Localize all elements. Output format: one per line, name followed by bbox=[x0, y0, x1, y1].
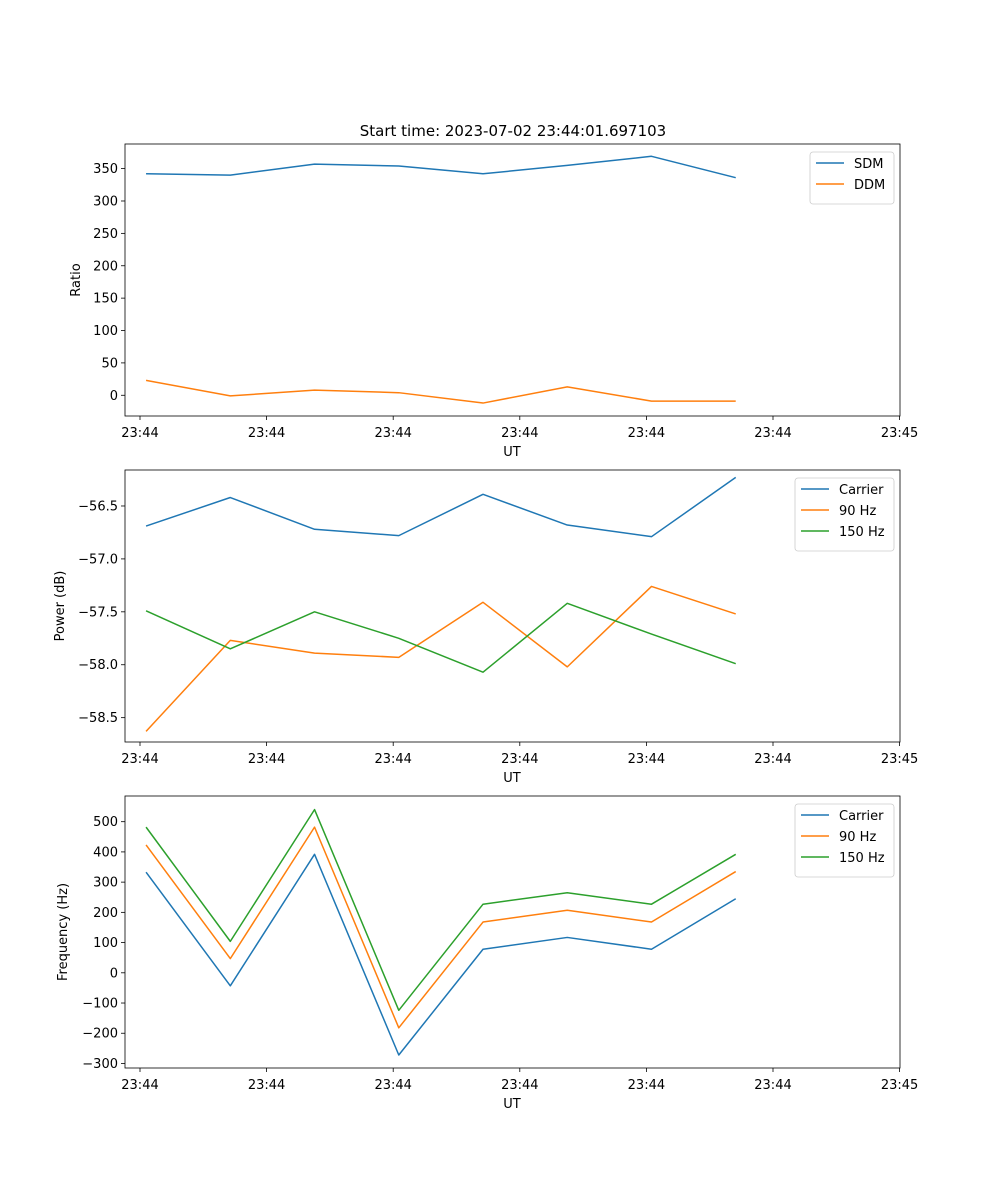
ratio-legend-box bbox=[809, 151, 895, 205]
frequency-series-line-1 bbox=[145, 826, 737, 1029]
panel-frequency: −300 −200 −100 0 100 200 300 400 500 23:44 23:44 23… bbox=[56, 795, 918, 1112]
power-y-tick-label: −58.0 bbox=[78, 658, 118, 673]
ratio-x-tick-label: 23:44 bbox=[628, 426, 665, 441]
frequency-y-tick-label: −300 bbox=[82, 1057, 118, 1072]
ratio-y-tick-label: 0 bbox=[110, 389, 118, 404]
power-y-axis-label: Power (dB) bbox=[53, 571, 68, 642]
ratio-legend: SDM DDM bbox=[809, 151, 895, 205]
ratio-series-line-1 bbox=[145, 379, 736, 404]
power-legend-label: 150 Hz bbox=[839, 525, 885, 540]
ratio-x-axis-label: UT bbox=[503, 445, 521, 460]
figure-title: Start time: 2023-07-02 23:44:01.697103 bbox=[360, 122, 666, 140]
ratio-y-axis-label: Ratio bbox=[69, 263, 84, 296]
ratio-y-tick-label: 100 bbox=[93, 324, 118, 339]
frequency-series-line-0 bbox=[145, 853, 737, 1056]
frequency-legend-label: 150 Hz bbox=[839, 851, 885, 866]
power-x-tick-label: 23:44 bbox=[121, 752, 158, 767]
panel-power: −58.5 −58.0 −57.5 −57.0 −56.5 23:44 23:44 23:44… bbox=[53, 469, 918, 786]
panel-ratio: 0 50 100 150 200 250 300 350 23:44 23:44 23:44 23:4… bbox=[69, 143, 918, 460]
frequency-x-tick-label: 23:44 bbox=[374, 1078, 411, 1093]
ratio-x-tick-label: 23:44 bbox=[754, 426, 791, 441]
frequency-legend: Carrier 90 Hz 150 Hz bbox=[794, 803, 895, 878]
ratio-x-tick-label: 23:44 bbox=[248, 426, 285, 441]
frequency-y-tick-label: 300 bbox=[93, 876, 118, 891]
frequency-y-tick-label: −200 bbox=[82, 1027, 118, 1042]
frequency-x-tick-label: 23:44 bbox=[628, 1078, 665, 1093]
power-y-tick-label: −57.0 bbox=[78, 552, 118, 567]
power-y-tick-label: −56.5 bbox=[78, 499, 118, 514]
frequency-y-tick-label: −100 bbox=[82, 997, 118, 1012]
frequency-x-tick-label: 23:44 bbox=[121, 1078, 158, 1093]
power-plot-content: −58.5 −58.0 −57.5 −57.0 −56.5 23:44 23:44 23:44… bbox=[78, 469, 918, 767]
ratio-legend-label: SDM bbox=[854, 157, 883, 172]
frequency-legend-label: 90 Hz bbox=[839, 830, 876, 845]
frequency-series-line-2 bbox=[145, 808, 737, 1012]
frequency-y-tick-label: 0 bbox=[110, 966, 118, 981]
ratio-x-tick-label: 23:44 bbox=[121, 426, 158, 441]
ratio-y-tick-label: 250 bbox=[93, 227, 118, 242]
power-x-axis-label: UT bbox=[503, 771, 521, 786]
frequency-y-tick-label: 500 bbox=[93, 815, 118, 830]
ratio-plot-content: 0 50 100 150 200 250 300 350 23:44 23:44 23:44 23:4… bbox=[93, 143, 918, 441]
power-legend-box bbox=[794, 477, 895, 552]
ratio-x-tick-label: 23:44 bbox=[374, 426, 411, 441]
frequency-legend-box bbox=[794, 803, 895, 878]
power-x-tick-label: 23:45 bbox=[881, 752, 918, 767]
power-y-tick-label: −57.5 bbox=[78, 605, 118, 620]
power-legend-label: Carrier bbox=[839, 483, 884, 498]
frequency-x-tick-label: 23:44 bbox=[501, 1078, 538, 1093]
ratio-y-tick-label: 50 bbox=[101, 356, 118, 371]
ratio-y-tick-label: 200 bbox=[93, 259, 118, 274]
frequency-y-tick-label: 200 bbox=[93, 906, 118, 921]
frequency-legend-label: Carrier bbox=[839, 809, 884, 824]
power-x-tick-label: 23:44 bbox=[501, 752, 538, 767]
ratio-legend-label: DDM bbox=[854, 178, 885, 193]
power-y-tick-label: −58.5 bbox=[78, 711, 118, 726]
power-x-tick-label: 23:44 bbox=[628, 752, 665, 767]
frequency-axes-frame bbox=[124, 795, 901, 1069]
power-x-tick-label: 23:44 bbox=[754, 752, 791, 767]
power-axes-frame bbox=[124, 469, 901, 743]
frequency-x-tick-label: 23:44 bbox=[754, 1078, 791, 1093]
frequency-x-axis-label: UT bbox=[503, 1097, 521, 1112]
ratio-x-tick-label: 23:45 bbox=[881, 426, 918, 441]
ratio-axes-frame bbox=[124, 143, 901, 417]
frequency-x-tick-label: 23:44 bbox=[248, 1078, 285, 1093]
ratio-x-tick-label: 23:44 bbox=[501, 426, 538, 441]
frequency-y-tick-label: 400 bbox=[93, 845, 118, 860]
power-x-tick-label: 23:44 bbox=[374, 752, 411, 767]
power-x-tick-label: 23:44 bbox=[248, 752, 285, 767]
power-series-line-0 bbox=[145, 476, 737, 538]
power-legend: Carrier 90 Hz 150 Hz bbox=[794, 477, 895, 552]
frequency-plot-content: −300 −200 −100 0 100 200 300 400 500 23:44 23:44 23… bbox=[82, 795, 918, 1093]
ratio-y-tick-label: 300 bbox=[93, 194, 118, 209]
frequency-y-axis-label: Frequency (Hz) bbox=[56, 883, 71, 981]
ratio-y-tick-label: 150 bbox=[93, 292, 118, 307]
power-legend-label: 90 Hz bbox=[839, 504, 876, 519]
frequency-x-tick-label: 23:45 bbox=[881, 1078, 918, 1093]
ratio-y-tick-label: 350 bbox=[93, 162, 118, 177]
ratio-series-line-0 bbox=[146, 155, 736, 179]
frequency-y-tick-label: 100 bbox=[93, 936, 118, 951]
power-series-line-2 bbox=[145, 602, 736, 673]
